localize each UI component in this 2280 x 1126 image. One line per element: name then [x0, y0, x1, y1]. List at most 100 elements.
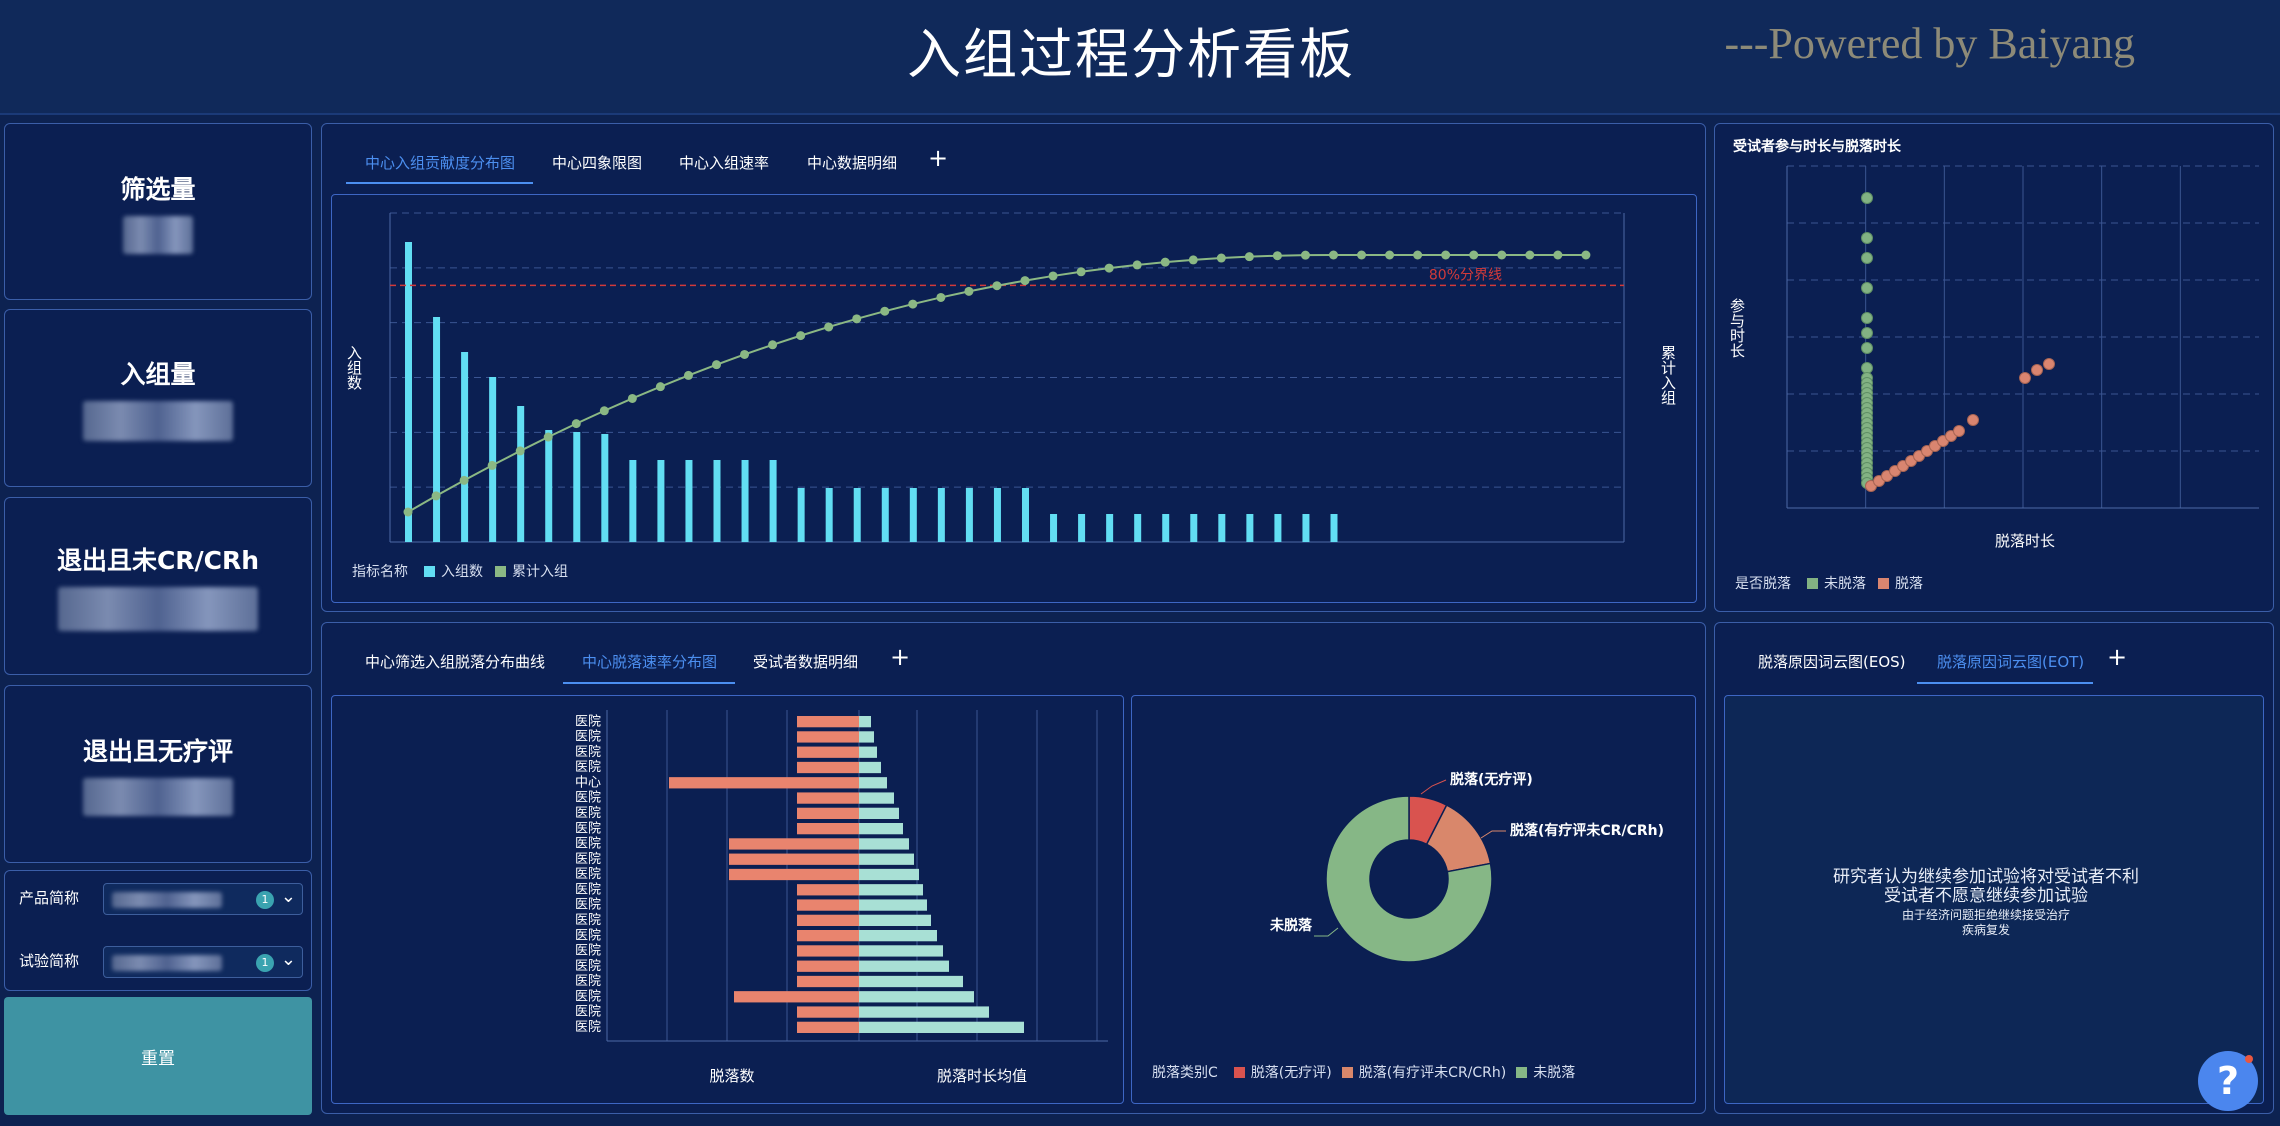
active-tab-underline: [346, 182, 533, 184]
add-tab-icon[interactable]: +: [928, 144, 949, 172]
scatter-point-not-dropped: [1861, 312, 1873, 324]
pareto-bar: [797, 488, 805, 542]
cumulative-point: [992, 281, 1002, 291]
scatter-point-dropped: [1953, 425, 1965, 437]
kpi-label: 筛选量: [120, 174, 196, 204]
kpi-label: 退出且未CR/CRh: [56, 546, 260, 575]
tab-quadrant[interactable]: 中心四象限图: [552, 154, 643, 172]
tab-contribution[interactable]: 中心入组贡献度分布图: [365, 154, 516, 172]
pareto-bar: [629, 460, 637, 542]
legend-swatch-dropped: [1878, 577, 1889, 589]
tab-enroll-rate[interactable]: 中心入组速率: [679, 154, 770, 172]
row-label: 医院: [575, 1020, 601, 1035]
cumulative-point: [1048, 271, 1058, 281]
butterfly-bar-right: [859, 746, 877, 758]
kpi-value-redacted: [123, 215, 193, 254]
wordcloud-word: 研究者认为继续参加试验将对受试者不利: [1833, 867, 2139, 887]
trial-select[interactable]: 1 ⌄: [103, 946, 303, 978]
butterfly-bar-left: [797, 899, 859, 911]
scatter-point-not-dropped: [1861, 282, 1873, 294]
pareto-bar: [1218, 514, 1226, 542]
scatter-point-dropped: [1967, 414, 1979, 426]
y-axis-label-left: 入组数: [345, 345, 363, 390]
legend-swatch-no-eval: [1233, 1066, 1245, 1078]
butterfly-bar-left: [797, 975, 859, 988]
cumulative-point: [824, 322, 834, 332]
row-label: 医院: [575, 928, 601, 943]
x-axis-label: 脱落时长: [1995, 532, 2055, 550]
cumulative-point: [1216, 253, 1226, 263]
butterfly-bar-right: [859, 975, 963, 988]
filter-panel: 产品简称 1 ⌄ 试验简称 1 ⌄: [4, 870, 312, 991]
pareto-bar: [769, 460, 777, 542]
butterfly-bar-right: [859, 884, 923, 896]
pareto-bar: [573, 432, 581, 542]
legend-swatch-bar: [424, 565, 435, 577]
kpi-value-redacted: [58, 587, 258, 631]
butterfly-bar-left: [797, 746, 859, 758]
scatter-panel: 受试者参与时长与脱落时长 参与时长 脱落时长 是否脱落 未脱落 脱落: [1714, 123, 2274, 612]
page-title: 入组过程分析看板: [907, 23, 1355, 86]
butterfly-bar-left: [797, 731, 859, 743]
scatter-point-not-dropped: [1861, 232, 1873, 244]
scatter-point-not-dropped: [1861, 327, 1873, 339]
donut-legend: 脱落类别C 脱落(无疗评) 脱落(有疗评未CR/CRh) 未脱落: [1152, 1062, 1575, 1082]
butterfly-bar-right: [859, 838, 909, 850]
butterfly-bar-right: [859, 823, 903, 835]
tab-center-detail[interactable]: 中心数据明细: [807, 154, 898, 172]
legend-label-no-eval: 脱落(无疗评): [1250, 1065, 1332, 1081]
wordcloud-word: 由于经济问题拒绝继续接受治疗: [1901, 908, 2070, 922]
butterfly-bar-left: [729, 853, 859, 865]
donut-slice-not-dropped: [1325, 795, 1493, 963]
cumulative-point: [1413, 250, 1423, 260]
cumulative-point: [880, 306, 890, 316]
legend-label-bar: 入组数: [441, 564, 483, 580]
cumulative-point: [683, 370, 693, 380]
butterfly-bar-right: [859, 807, 899, 819]
cumulative-point: [1385, 250, 1395, 260]
butterfly-bar-right: [859, 1021, 1024, 1033]
row-label: 医院: [575, 760, 601, 775]
legend-label-not-dropped: 未脱落: [1824, 576, 1866, 592]
cumulative-point: [543, 432, 553, 442]
add-tab-icon[interactable]: +: [2107, 643, 2128, 671]
butterfly-bar-left: [669, 777, 859, 789]
tab-subject-detail[interactable]: 受试者数据明细: [753, 653, 859, 671]
cumulative-point: [1497, 250, 1507, 260]
row-label: 医院: [575, 867, 601, 882]
tab-wordcloud-eos[interactable]: 脱落原因词云图(EOS): [1758, 653, 1906, 671]
butterfly-bar-left: [797, 884, 859, 896]
cumulative-point: [1357, 250, 1367, 260]
pareto-bar: [1330, 514, 1338, 542]
cumulative-point: [1132, 260, 1142, 270]
legend-label-not-dropped: 未脱落: [1533, 1065, 1576, 1081]
cumulative-point: [1272, 251, 1282, 261]
pareto-bar: [517, 406, 525, 542]
selected-value-redacted: [112, 955, 222, 971]
butterfly-bar-right: [859, 792, 894, 804]
cumulative-point: [796, 331, 806, 341]
row-label: 医院: [575, 898, 601, 913]
pareto-bar: [1078, 514, 1086, 542]
pareto-legend: 指标名称 入组数 累计入组: [352, 561, 568, 581]
tab-screen-enroll-curve[interactable]: 中心筛选入组脱落分布曲线: [365, 653, 546, 671]
pareto-bar: [1302, 514, 1310, 542]
row-label: 中心: [575, 775, 601, 790]
chevron-down-icon[interactable]: ⌄: [280, 886, 296, 907]
cumulative-point: [1300, 250, 1310, 260]
pareto-bar: [1274, 514, 1282, 542]
product-select[interactable]: 1 ⌄: [103, 883, 303, 915]
scatter-point-dropped: [2043, 358, 2055, 370]
reset-button[interactable]: 重置: [4, 997, 312, 1115]
tab-dropout-rate[interactable]: 中心脱落速率分布图: [582, 653, 718, 671]
cumulative-point: [403, 507, 413, 517]
pareto-bar: [489, 377, 497, 542]
donut-chart: 脱落(无疗评) 脱落(有疗评未CR/CRh) 未脱落: [1270, 771, 1664, 963]
chevron-down-icon[interactable]: ⌄: [280, 949, 296, 970]
pareto-bar: [853, 488, 861, 542]
tab-wordcloud-eot[interactable]: 脱落原因词云图(EOT): [1937, 653, 2085, 671]
legend-label-line: 累计入组: [512, 564, 568, 580]
scatter-point-dropped: [2019, 372, 2031, 384]
add-tab-icon[interactable]: +: [890, 643, 911, 671]
